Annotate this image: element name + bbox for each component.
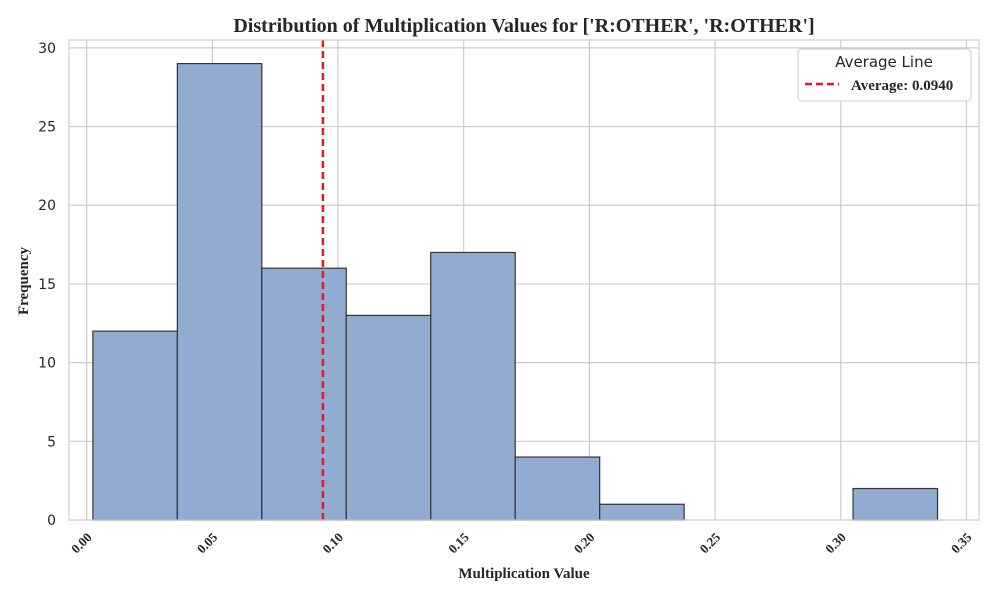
x-tick-label-2: 0.10	[319, 530, 346, 557]
x-tick-label-5: 0.25	[696, 529, 723, 556]
y-tick-label-3: 15	[38, 277, 56, 293]
x-tick-label-1: 0.05	[194, 529, 221, 556]
legend-average-label: Average: 0.0940	[851, 78, 953, 94]
legend: Average Line Average: 0.0940	[797, 48, 972, 102]
histogram-bar-2	[261, 267, 347, 521]
histogram-bar-4	[430, 251, 516, 521]
bars	[92, 63, 939, 521]
histogram-bar-1	[176, 63, 263, 521]
y-axis-title: Frequency	[16, 246, 32, 315]
y-tick-label-4: 20	[38, 198, 56, 214]
x-tick-labels: 0.00 0.05 0.10 0.15 0.20 0.25 0.30 0.35	[68, 529, 975, 556]
x-axis-title: Multiplication Value	[458, 566, 590, 582]
plot-frame	[68, 39, 980, 521]
histogram-bar-0	[92, 330, 178, 521]
chart-title: Distribution of Multiplication Values fo…	[233, 15, 814, 37]
histogram-bar-3	[345, 314, 432, 521]
histogram-bar-9	[852, 487, 939, 521]
legend-title: Average Line	[835, 53, 933, 71]
histogram-bar-6	[599, 503, 685, 521]
x-tick-label-7: 0.35	[948, 529, 975, 556]
y-tick-label-0: 0	[47, 513, 56, 529]
y-tick-label-2: 10	[38, 356, 56, 372]
y-tick-label-5: 25	[38, 120, 56, 136]
x-tick-label-0: 0.00	[68, 530, 95, 557]
y-tick-labels: 0 5 10 15 20 25 30	[38, 41, 56, 529]
x-tick-label-6: 0.30	[822, 530, 849, 557]
y-tick-label-1: 5	[47, 434, 56, 450]
legend-box	[797, 48, 972, 102]
x-tick-label-4: 0.20	[571, 530, 598, 557]
x-tick-label-3: 0.15	[445, 529, 472, 556]
histogram-bar-5	[514, 456, 601, 521]
y-tick-label-6: 30	[38, 41, 56, 57]
